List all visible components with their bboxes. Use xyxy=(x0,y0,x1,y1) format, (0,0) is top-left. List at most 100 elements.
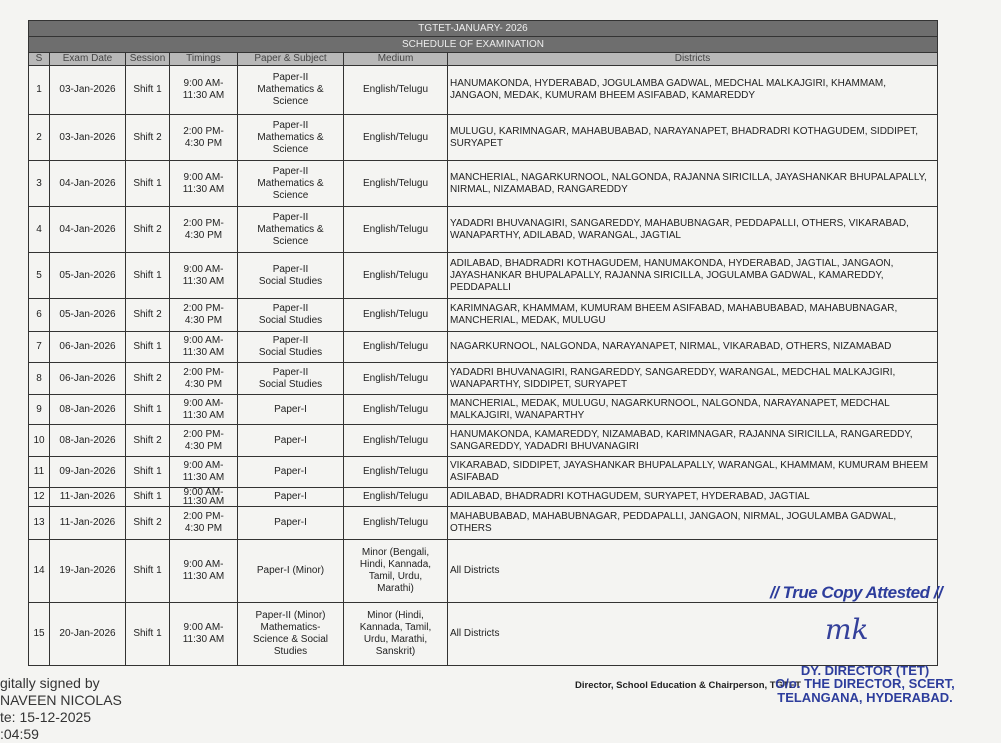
districts-cell: HANUMAKONDA, HYDERABAD, JOGULAMBA GADWAL… xyxy=(447,65,938,115)
medium-cell: English/Telugu xyxy=(343,424,448,457)
digital-signature: gitally signed by NAVEEN NICOLAS te: 15-… xyxy=(0,675,122,743)
districts-cell: MANCHERIAL, NAGARKURNOOL, NALGONDA, RAJA… xyxy=(447,160,938,207)
timings-cell: 9:00 AM- 11:30 AM xyxy=(169,394,238,425)
table-row: 15 20-Jan-2026 Shift 1 9:00 AM- 11:30 AM Pap… xyxy=(28,602,938,666)
document-title: TGTET-JANUARY- 2026 xyxy=(28,20,938,37)
table-row: 11 09-Jan-2026 Shift 1 9:00 AM- 11:30 AM Pap… xyxy=(28,456,938,488)
attested-text: // True Copy Attested // xyxy=(770,583,943,602)
timings-cell: 2:00 PM- 4:30 PM xyxy=(169,506,238,540)
paper-cell: Paper-I xyxy=(237,487,344,507)
session-cell: Shift 2 xyxy=(125,114,170,161)
signatory: Director, School Education & Chairperson… xyxy=(575,680,801,691)
session-cell: Shift 1 xyxy=(125,456,170,488)
paper-cell: Paper-II Social Studies xyxy=(237,252,344,299)
session-cell: Shift 1 xyxy=(125,65,170,115)
districts-cell: MAHABUBABAD, MAHABUBNAGAR, PEDDAPALLI, J… xyxy=(447,506,938,540)
exam-date-cell: 03-Jan-2026 xyxy=(49,114,126,161)
exam-date-cell: 04-Jan-2026 xyxy=(49,160,126,207)
document-subtitle: SCHEDULE OF EXAMINATION xyxy=(28,36,938,53)
handwritten-signature: mk xyxy=(825,613,869,646)
session-cell: Shift 2 xyxy=(125,424,170,457)
timings-cell: 2:00 PM- 4:30 PM xyxy=(169,424,238,457)
medium-cell: Minor (Hindi, Kannada, Tamil, Urdu, Mara… xyxy=(343,602,448,666)
districts-cell: ADILABAD, BHADRADRI KOTHAGUDEM, HANUMAKO… xyxy=(447,252,938,299)
col-medium-header: Medium xyxy=(343,52,448,66)
exam-date-cell: 06-Jan-2026 xyxy=(49,362,126,395)
medium-cell: English/Telugu xyxy=(343,252,448,299)
timings-cell: 9:00 AM- 11:30 AM xyxy=(169,252,238,299)
districts-cell: All Districts xyxy=(447,602,938,666)
serial-cell: 14 xyxy=(28,539,50,603)
serial-cell: 11 xyxy=(28,456,50,488)
paper-cell: Paper-II Social Studies xyxy=(237,331,344,363)
serial-cell: 2 xyxy=(28,114,50,161)
serial-cell: 7 xyxy=(28,331,50,363)
table-row: 3 04-Jan-2026 Shift 1 9:00 AM- 11:30 AM Pape… xyxy=(28,160,938,207)
serial-cell: 10 xyxy=(28,424,50,457)
medium-cell: Minor (Bengali, Hindi, Kannada, Tamil, U… xyxy=(343,539,448,603)
session-cell: Shift 1 xyxy=(125,331,170,363)
table-row: 6 05-Jan-2026 Shift 2 2:00 PM- 4:30 PM Paper… xyxy=(28,298,938,332)
session-cell: Shift 1 xyxy=(125,394,170,425)
signature-line: :04:59 xyxy=(0,726,39,742)
districts-cell: All Districts xyxy=(447,539,938,603)
timings-cell: 9:00 AM- 11:30 AM xyxy=(169,539,238,603)
timings-cell: 9:00 AM- 11:30 AM xyxy=(169,65,238,115)
paper-cell: Paper-II Mathematics & Science xyxy=(237,65,344,115)
col-timings-header: Timings xyxy=(169,52,238,66)
exam-date-cell: 11-Jan-2026 xyxy=(49,506,126,540)
title-text: TGTET-JANUARY- 2026 xyxy=(418,22,528,34)
paper-cell: Paper-I xyxy=(237,506,344,540)
table-row: 9 08-Jan-2026 Shift 1 9:00 AM- 11:30 AM Pape… xyxy=(28,394,938,425)
col-s-header: S xyxy=(28,52,50,66)
medium-cell: English/Telugu xyxy=(343,65,448,115)
signature-line: te: 15-12-2025 xyxy=(0,709,92,725)
medium-cell: English/Telugu xyxy=(343,114,448,161)
col-paper-subject-header: Paper & Subject xyxy=(237,52,344,66)
timings-cell: 9:00 AM- 11:30 AM xyxy=(169,331,238,363)
table-row: 5 05-Jan-2026 Shift 1 9:00 AM- 11:30 AM Pape… xyxy=(28,252,938,299)
column-headers: S Exam Date Session Timings Paper & Subject M… xyxy=(28,52,938,66)
paper-cell: Paper-II Social Studies xyxy=(237,298,344,332)
session-cell: Shift 1 xyxy=(125,160,170,207)
col-districts-header: Districts xyxy=(447,52,938,66)
session-cell: Shift 2 xyxy=(125,206,170,253)
serial-cell: 5 xyxy=(28,252,50,299)
medium-cell: English/Telugu xyxy=(343,456,448,488)
session-cell: Shift 1 xyxy=(125,539,170,603)
signature-line: NAVEEN NICOLAS xyxy=(0,692,122,708)
exam-date-cell: 20-Jan-2026 xyxy=(49,602,126,666)
medium-cell: English/Telugu xyxy=(343,362,448,395)
paper-cell: Paper-I xyxy=(237,456,344,488)
table-row: 4 04-Jan-2026 Shift 2 2:00 PM- 4:30 PM Paper… xyxy=(28,206,938,253)
subtitle-text: SCHEDULE OF EXAMINATION xyxy=(401,38,545,50)
exam-date-cell: 06-Jan-2026 xyxy=(49,331,126,363)
exam-date-cell: 03-Jan-2026 xyxy=(49,65,126,115)
districts-cell: KARIMNAGAR, KHAMMAM, KUMURAM BHEEM ASIFA… xyxy=(447,298,938,332)
timings-cell: 9:00 AM- 11:30 AM xyxy=(169,602,238,666)
serial-cell: 1 xyxy=(28,65,50,115)
timings-cell: 9:00 AM- 11:30 AM xyxy=(169,456,238,488)
exam-date-cell: 09-Jan-2026 xyxy=(49,456,126,488)
medium-cell: English/Telugu xyxy=(343,506,448,540)
table-row: 12 11-Jan-2026 Shift 1 9:00 AM- 11:30 AM Pap… xyxy=(28,487,938,507)
serial-cell: 4 xyxy=(28,206,50,253)
districts-cell: NAGARKURNOOL, NALGONDA, NARAYANAPET, NIR… xyxy=(447,331,938,363)
timings-cell: 2:00 PM- 4:30 PM xyxy=(169,114,238,161)
attestation-stamp: // True Copy Attested // mk DY. DIRECTOR… xyxy=(770,583,955,705)
medium-cell: English/Telugu xyxy=(343,160,448,207)
session-cell: Shift 2 xyxy=(125,362,170,395)
districts-cell: ADILABAD, BHADRADRI KOTHAGUDEM, SURYAPET… xyxy=(447,487,938,507)
table-row: 14 19-Jan-2026 Shift 1 9:00 AM- 11:30 AM Pap… xyxy=(28,539,938,603)
districts-cell: HANUMAKONDA, KAMAREDDY, NIZAMABAD, KARIM… xyxy=(447,424,938,457)
session-cell: Shift 2 xyxy=(125,506,170,540)
paper-cell: Paper-I xyxy=(237,394,344,425)
session-cell: Shift 1 xyxy=(125,602,170,666)
timings-cell: 2:00 PM- 4:30 PM xyxy=(169,298,238,332)
timings-cell: 9:00 AM- 11:30 AM xyxy=(169,160,238,207)
table-row: 2 03-Jan-2026 Shift 2 2:00 PM- 4:30 PM Paper… xyxy=(28,114,938,161)
stamp-line: TELANGANA, HYDERABAD. xyxy=(777,690,953,705)
stamp-line: O/o. THE DIRECTOR, SCERT, xyxy=(775,676,955,691)
districts-cell: VIKARABAD, SIDDIPET, JAYASHANKAR BHUPALA… xyxy=(447,456,938,488)
session-cell: Shift 1 xyxy=(125,252,170,299)
